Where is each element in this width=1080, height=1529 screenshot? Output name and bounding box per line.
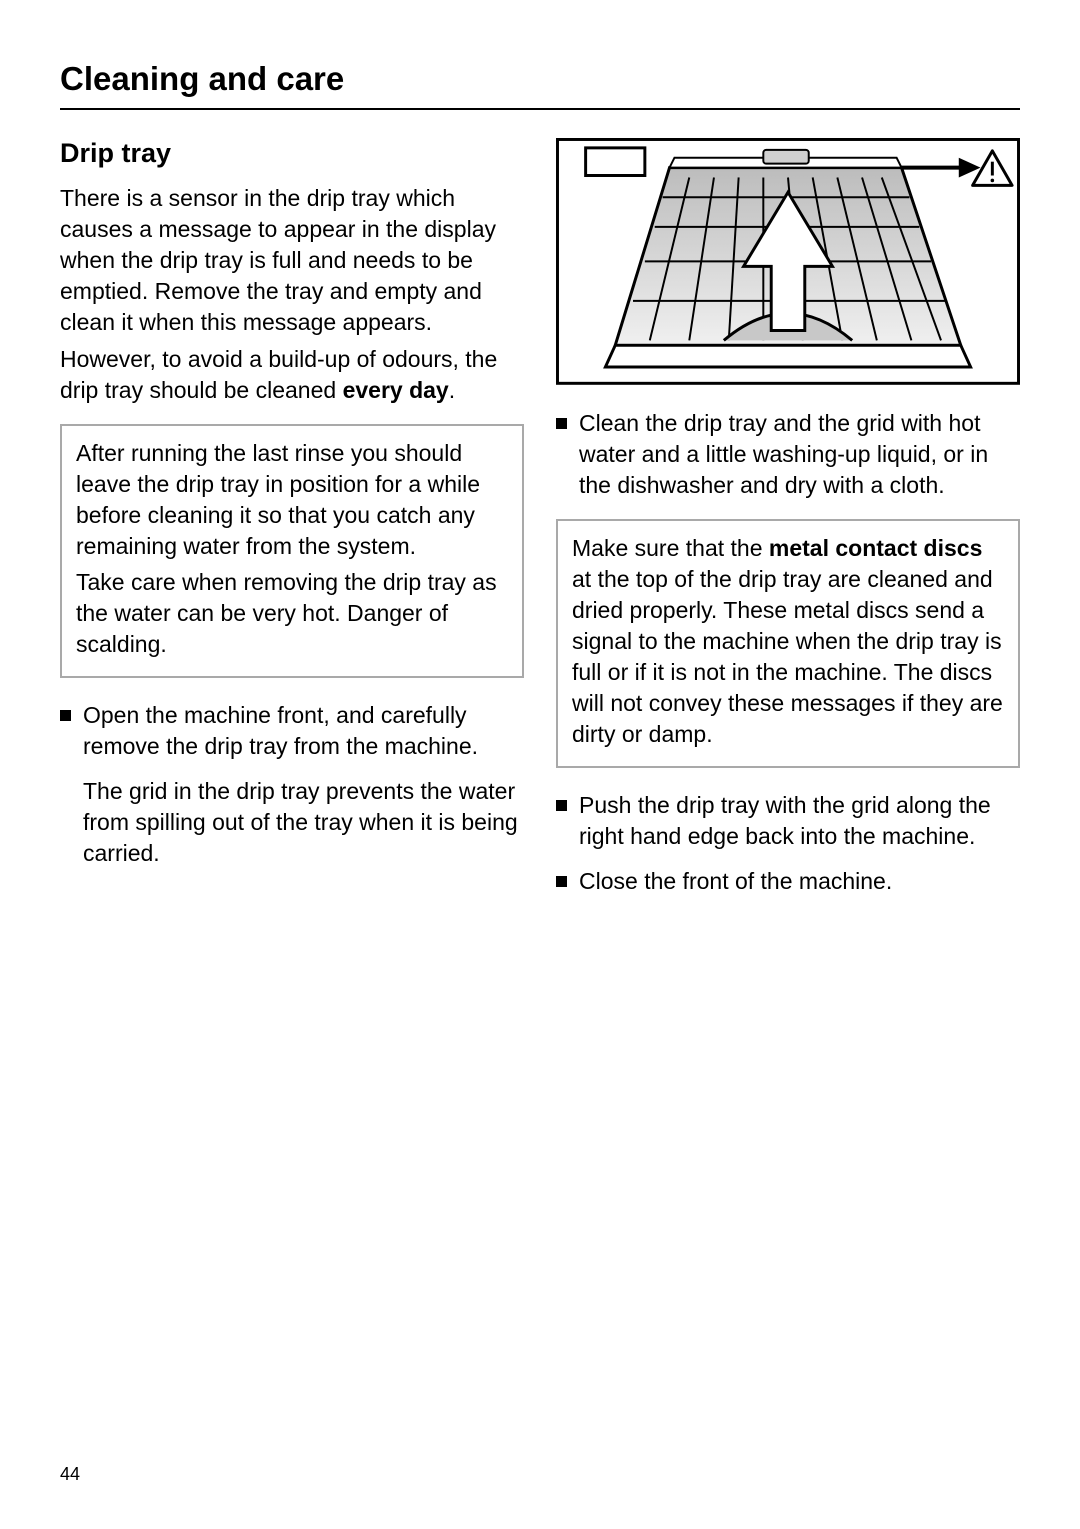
- indent-grid-info: The grid in the drip tray prevents the w…: [83, 776, 524, 869]
- box-right-post: at the top of the drip tray are cleaned …: [572, 566, 1003, 747]
- box-right-pre: Make sure that the: [572, 535, 769, 561]
- intro-p2-post: .: [449, 377, 455, 403]
- bullet-clean-tray: Clean the drip tray and the grid with ho…: [556, 408, 1020, 501]
- bullet-open-machine-text: Open the machine front, and carefully re…: [83, 700, 524, 762]
- section-heading-drip-tray: Drip tray: [60, 138, 524, 169]
- bullet-clean-tray-text: Clean the drip tray and the grid with ho…: [579, 408, 1020, 501]
- bullet-push-tray-text: Push the drip tray with the grid along t…: [579, 790, 1020, 852]
- bullet-close-front: Close the front of the machine.: [556, 866, 1020, 897]
- content-columns: Drip tray There is a sensor in the drip …: [60, 138, 1020, 911]
- intro-paragraph-2: However, to avoid a build-up of odours, …: [60, 344, 524, 406]
- page-title: Cleaning and care: [60, 60, 1020, 110]
- page-number: 44: [60, 1464, 80, 1485]
- bullet-open-machine: Open the machine front, and carefully re…: [60, 700, 524, 762]
- box-left-p1: After running the last rinse you should …: [76, 438, 508, 562]
- bullet-square-icon: [556, 418, 567, 429]
- bullet-push-tray: Push the drip tray with the grid along t…: [556, 790, 1020, 852]
- drip-tray-diagram: [556, 138, 1020, 385]
- bullet-close-front-text: Close the front of the machine.: [579, 866, 1020, 897]
- box-right-p: Make sure that the metal contact discs a…: [572, 533, 1004, 750]
- intro-paragraph-1: There is a sensor in the drip tray which…: [60, 183, 524, 338]
- box-right-bold: metal contact discs: [769, 535, 982, 561]
- intro-p2-bold: every day: [343, 377, 449, 403]
- right-column: Clean the drip tray and the grid with ho…: [556, 138, 1020, 911]
- box-left-p2: Take care when removing the drip tray as…: [76, 567, 508, 660]
- bullet-square-icon: [60, 710, 71, 721]
- info-box-right: Make sure that the metal contact discs a…: [556, 519, 1020, 768]
- info-box-left: After running the last rinse you should …: [60, 424, 524, 677]
- bullet-square-icon: [556, 800, 567, 811]
- left-column: Drip tray There is a sensor in the drip …: [60, 138, 524, 911]
- bullet-square-icon: [556, 876, 567, 887]
